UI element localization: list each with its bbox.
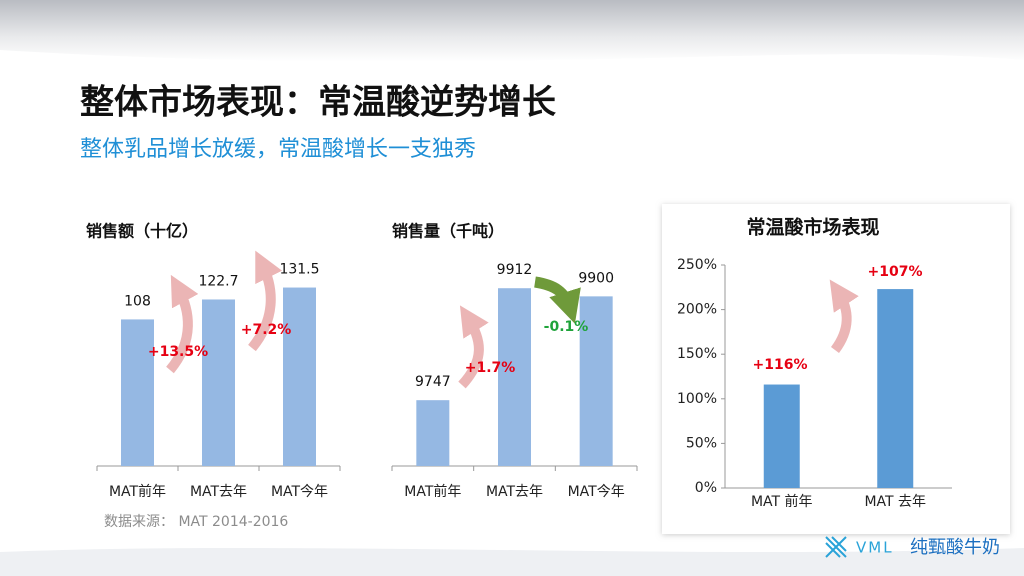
footer-band xyxy=(0,548,1024,576)
chart-panel xyxy=(662,204,1010,534)
bar xyxy=(498,288,531,466)
bar xyxy=(202,299,235,466)
annotation: +116% xyxy=(753,357,808,373)
value-label: 9900 xyxy=(578,270,614,286)
decline-arrow xyxy=(534,276,581,324)
y-tick-label: 100% xyxy=(677,391,717,407)
y-tick-label: 50% xyxy=(686,435,717,451)
x-tick-label: MAT去年 xyxy=(190,484,247,500)
y-tick-label: 250% xyxy=(677,257,717,273)
value-label: 131.5 xyxy=(279,262,319,278)
y-tick-label: 200% xyxy=(677,302,717,318)
bar xyxy=(283,287,316,466)
value-label: 9912 xyxy=(497,262,533,278)
value-label: 9747 xyxy=(415,374,451,390)
bar xyxy=(579,296,613,466)
x-tick-label: MAT去年 xyxy=(486,484,543,500)
annotation: +107% xyxy=(868,264,923,280)
x-tick-label: MAT 去年 xyxy=(864,494,926,510)
chart-title: 常温酸市场表现 xyxy=(746,216,879,239)
growth-arrow xyxy=(829,279,859,353)
bar xyxy=(121,319,154,466)
chart-title: 销售量（千吨） xyxy=(392,222,504,241)
growth-arrow xyxy=(248,250,283,352)
header-band xyxy=(0,0,1024,62)
x-tick-label: MAT 前年 xyxy=(751,493,813,510)
x-tick-label: MAT前年 xyxy=(109,483,166,500)
logo-text: VML xyxy=(856,539,894,557)
x-tick-label: MAT今年 xyxy=(271,484,328,500)
annotation: +7.2% xyxy=(241,322,292,338)
chart-title: 销售额（十亿） xyxy=(86,222,198,241)
annotation: -0.1% xyxy=(544,319,589,335)
annotation: +1.7% xyxy=(465,360,516,376)
bar xyxy=(416,400,450,466)
y-tick-label: 150% xyxy=(677,346,717,362)
bar xyxy=(877,289,914,488)
y-tick-label: 0% xyxy=(695,480,717,496)
slide-title: 整体市场表现：常温酸逆势增长 xyxy=(80,83,556,123)
x-tick-label: MAT前年 xyxy=(404,483,461,500)
value-label: 108 xyxy=(124,293,151,309)
slide-subtitle: 整体乳品增长放缓，常温酸增长一支独秀 xyxy=(80,137,476,162)
annotation: +13.5% xyxy=(148,344,208,360)
growth-arrow xyxy=(166,274,199,374)
bar xyxy=(763,384,800,488)
brand-text: 纯甄酸牛奶 xyxy=(910,537,1000,558)
value-label: 122.7 xyxy=(198,273,238,289)
logo-icon xyxy=(825,536,847,558)
x-tick-label: MAT今年 xyxy=(568,484,625,500)
growth-arrow xyxy=(458,305,489,389)
source-note: 数据来源： MAT 2014-2016 xyxy=(104,514,288,530)
